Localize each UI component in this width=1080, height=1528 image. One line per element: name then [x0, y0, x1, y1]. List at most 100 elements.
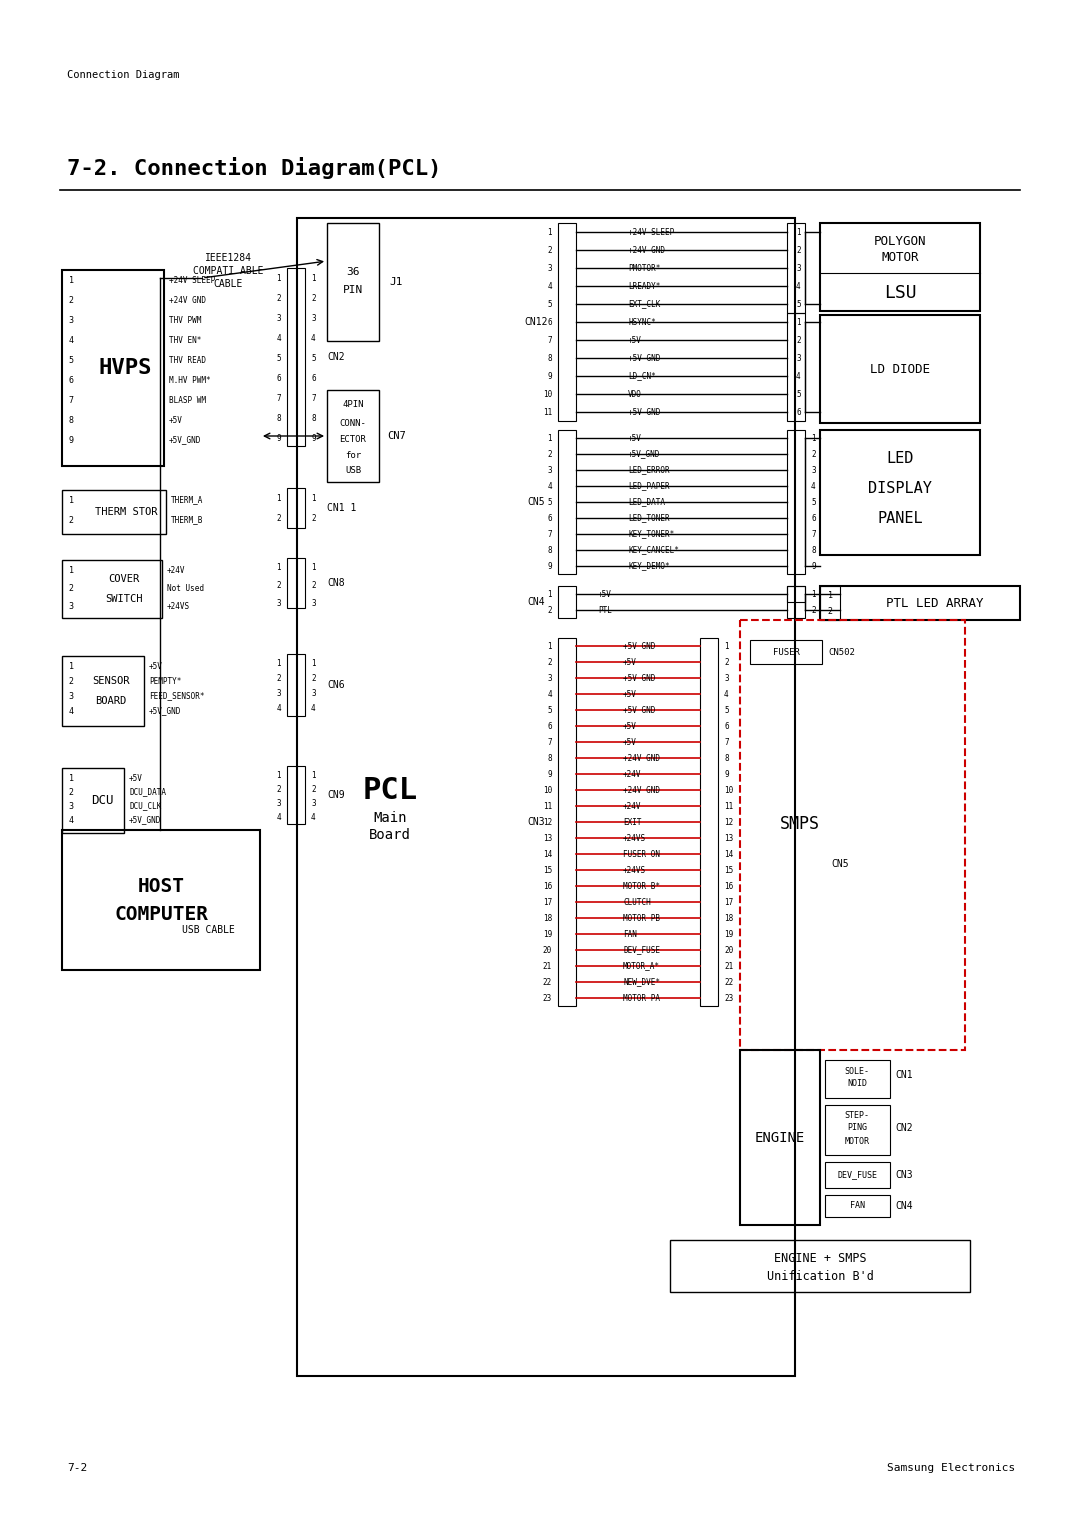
Text: 1: 1 — [276, 494, 281, 503]
Text: +5V GND: +5V GND — [623, 706, 656, 715]
Text: 9: 9 — [276, 434, 281, 443]
Text: 5: 5 — [68, 356, 73, 365]
Text: 5: 5 — [796, 390, 800, 399]
Text: 1: 1 — [827, 590, 833, 599]
Text: +5V: +5V — [627, 336, 642, 344]
Text: 1: 1 — [548, 228, 552, 237]
Text: 9: 9 — [724, 770, 729, 778]
Text: 10: 10 — [543, 390, 552, 399]
Text: ECTOR: ECTOR — [339, 434, 366, 443]
Text: 2: 2 — [548, 657, 552, 666]
Text: +24V GND: +24V GND — [627, 246, 665, 255]
Text: BLASP WM: BLASP WM — [168, 396, 206, 405]
Text: +24V SLEEP: +24V SLEEP — [168, 275, 215, 284]
Text: 20: 20 — [543, 946, 552, 955]
Text: HVPS: HVPS — [98, 358, 152, 377]
Text: CN1: CN1 — [895, 1070, 913, 1080]
Text: BOARD: BOARD — [95, 695, 126, 706]
Text: 1: 1 — [811, 434, 815, 443]
Text: HOST: HOST — [137, 877, 185, 895]
Text: 16: 16 — [543, 882, 552, 891]
Text: LED_DATA: LED_DATA — [627, 498, 665, 506]
Text: PIN: PIN — [342, 286, 363, 295]
Text: 8: 8 — [548, 353, 552, 362]
Text: +5V: +5V — [623, 738, 637, 747]
Text: Not Used: Not Used — [167, 584, 204, 593]
Text: 1: 1 — [811, 590, 815, 599]
Text: PTL: PTL — [598, 605, 612, 614]
Text: 2: 2 — [311, 513, 315, 523]
Text: 1: 1 — [548, 434, 552, 443]
Text: 8: 8 — [724, 753, 729, 762]
Text: +5V: +5V — [623, 657, 637, 666]
Text: 2: 2 — [68, 787, 73, 796]
Text: THV EN*: THV EN* — [168, 336, 201, 344]
Text: 10: 10 — [724, 785, 733, 795]
Text: 10: 10 — [543, 785, 552, 795]
Text: 3: 3 — [548, 263, 552, 272]
Text: 4: 4 — [276, 703, 281, 712]
Text: CN7: CN7 — [387, 431, 406, 442]
Text: 12: 12 — [724, 817, 733, 827]
Text: 5: 5 — [796, 299, 800, 309]
Text: 17: 17 — [724, 897, 733, 906]
Text: PING: PING — [847, 1123, 867, 1132]
Text: THERM_B: THERM_B — [171, 515, 203, 524]
Text: FAN: FAN — [623, 929, 637, 938]
Text: Unification B'd: Unification B'd — [767, 1270, 874, 1282]
Text: 4: 4 — [724, 689, 729, 698]
Text: 8: 8 — [548, 545, 552, 555]
Text: 4: 4 — [811, 481, 815, 490]
Text: 5: 5 — [311, 353, 315, 362]
Text: 9: 9 — [811, 561, 815, 570]
Bar — [820, 587, 840, 620]
Bar — [825, 1060, 890, 1099]
Text: CN6: CN6 — [327, 680, 345, 691]
Bar — [62, 656, 144, 726]
Text: 7: 7 — [548, 738, 552, 747]
Text: +5V: +5V — [149, 662, 163, 671]
Text: MOTOR PB: MOTOR PB — [623, 914, 660, 923]
Text: 4PIN: 4PIN — [342, 399, 364, 408]
Text: 3: 3 — [68, 692, 73, 700]
Text: 20: 20 — [724, 946, 733, 955]
Text: 8: 8 — [311, 414, 315, 423]
Text: 1: 1 — [724, 642, 729, 651]
Text: 1: 1 — [311, 659, 315, 668]
Text: 2: 2 — [68, 677, 73, 686]
Text: 1: 1 — [796, 228, 800, 237]
Text: DEV_FUSE: DEV_FUSE — [623, 946, 660, 955]
Text: SMPS: SMPS — [780, 814, 820, 833]
Text: CN12: CN12 — [524, 316, 548, 327]
Text: 2: 2 — [276, 674, 281, 683]
Text: PTL LED ARRAY: PTL LED ARRAY — [887, 596, 984, 610]
Text: 1: 1 — [68, 662, 73, 671]
Text: 1: 1 — [276, 274, 281, 283]
Text: 4: 4 — [311, 703, 315, 712]
Text: 2: 2 — [311, 581, 315, 590]
Text: 6: 6 — [548, 513, 552, 523]
Text: 2: 2 — [311, 293, 315, 303]
Bar — [287, 487, 305, 529]
Text: +24V: +24V — [167, 565, 186, 575]
Text: 7-2. Connection Diagram(PCL): 7-2. Connection Diagram(PCL) — [67, 157, 442, 179]
Text: LED: LED — [887, 451, 914, 466]
Text: 3: 3 — [796, 353, 800, 362]
Bar — [787, 313, 805, 422]
Text: LD DIODE: LD DIODE — [870, 362, 930, 376]
Text: 7: 7 — [548, 336, 552, 344]
Text: 14: 14 — [724, 850, 733, 859]
Text: PMOTOR*: PMOTOR* — [627, 263, 660, 272]
Text: 2: 2 — [796, 246, 800, 255]
Text: 1: 1 — [548, 642, 552, 651]
Text: 4: 4 — [68, 816, 73, 825]
Text: 2: 2 — [311, 674, 315, 683]
Text: 2: 2 — [68, 515, 73, 524]
Bar — [327, 390, 379, 481]
Text: KEY_DEMO*: KEY_DEMO* — [627, 561, 670, 570]
Text: 4: 4 — [68, 706, 73, 715]
Text: 36: 36 — [347, 267, 360, 277]
Bar — [700, 639, 718, 1005]
Text: 6: 6 — [68, 376, 73, 385]
Bar — [287, 267, 305, 446]
